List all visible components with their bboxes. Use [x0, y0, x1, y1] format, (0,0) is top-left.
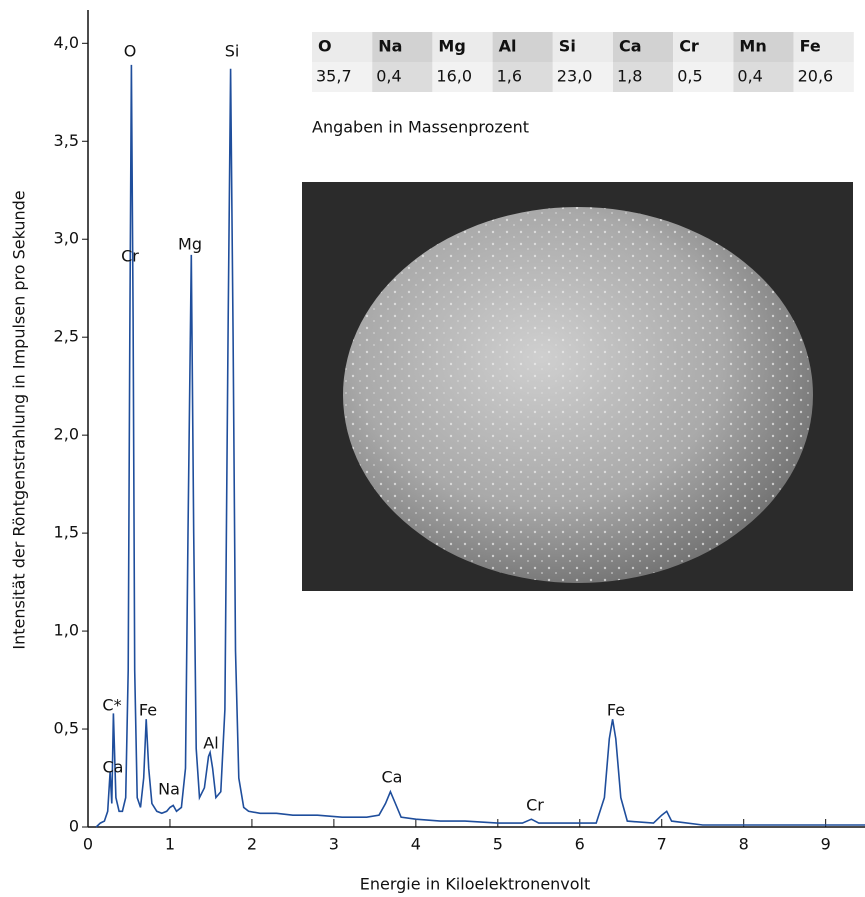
table-value: 0,5: [677, 67, 702, 86]
table-cell: [492, 62, 553, 92]
table-header: Mn: [739, 37, 766, 56]
peak-label: Ca: [382, 768, 403, 787]
table-cell: [793, 32, 854, 62]
table-cell: [673, 62, 734, 92]
y-tick-label: 4,0: [54, 33, 79, 52]
peak-label: Na: [158, 780, 180, 799]
table-header: Na: [378, 37, 402, 56]
peak-label: Ca: [103, 758, 124, 777]
peak-label: Cr: [121, 247, 139, 266]
peak-label: O: [124, 42, 137, 61]
y-tick-label: 2,5: [54, 327, 79, 346]
peak-label: Al: [203, 734, 218, 753]
x-tick-label: 1: [165, 835, 175, 854]
y-tick-label: 0: [69, 817, 79, 836]
x-tick-label: 9: [821, 835, 831, 854]
table-cell: [613, 32, 674, 62]
photo: [302, 182, 853, 591]
table-cell: [312, 32, 373, 62]
table-header: Fe: [800, 37, 821, 56]
table-cell: [733, 62, 794, 92]
y-tick-label: 3,5: [54, 131, 79, 150]
table-cell: [372, 62, 433, 92]
table-value: 0,4: [737, 67, 762, 86]
table-header: O: [318, 37, 332, 56]
table-header: Si: [559, 37, 576, 56]
y-axis-label: Intensität der Röntgenstrahlung in Impul…: [10, 190, 29, 649]
x-tick-label: 8: [739, 835, 749, 854]
table-cell: [372, 32, 433, 62]
peak-label: Mg: [178, 235, 202, 254]
y-tick-label: 1,5: [54, 523, 79, 542]
spectrum-line: [95, 64, 865, 828]
table-cell: [613, 62, 674, 92]
table-cell: [552, 62, 613, 92]
table-header: Mg: [438, 37, 465, 56]
x-tick-label: 5: [493, 835, 503, 854]
x-tick-label: 6: [575, 835, 585, 854]
peak-label: C*: [102, 696, 121, 715]
table-cell: [673, 32, 734, 62]
peak-label: Cr: [526, 796, 544, 815]
peak-label: Fe: [139, 701, 157, 720]
peak-label: Si: [225, 42, 240, 61]
table-header: Ca: [619, 37, 642, 56]
table-value: 0,4: [376, 67, 401, 86]
table-value: 23,0: [557, 67, 593, 86]
table-cell: [793, 62, 854, 92]
table-cell: [733, 32, 794, 62]
x-tick-label: 7: [657, 835, 667, 854]
x-tick-label: 2: [247, 835, 257, 854]
table-value: 20,6: [798, 67, 834, 86]
table-cell: [552, 32, 613, 62]
peak-label: Fe: [607, 701, 625, 720]
y-tick-label: 1,0: [54, 621, 79, 640]
x-axis-label: Energie in Kiloelektronenvolt: [360, 875, 591, 894]
table-header: Al: [499, 37, 517, 56]
note: Angaben in Massenprozent: [312, 118, 529, 137]
y-tick-label: 2,0: [54, 425, 79, 444]
y-tick-label: 0,5: [54, 719, 79, 738]
table-value: 1,6: [497, 67, 522, 86]
table-value: 35,7: [316, 67, 352, 86]
x-tick-label: 4: [411, 835, 421, 854]
table-cell: [432, 62, 493, 92]
table-header: Cr: [679, 37, 699, 56]
table-value: 16,0: [436, 67, 472, 86]
y-tick-label: 3,0: [54, 229, 79, 248]
x-tick-label: 3: [329, 835, 339, 854]
table-value: 1,8: [617, 67, 642, 86]
table-cell: [492, 32, 553, 62]
table-cell: [432, 32, 493, 62]
table-cell: [312, 62, 373, 92]
x-tick-label: 0: [83, 835, 93, 854]
